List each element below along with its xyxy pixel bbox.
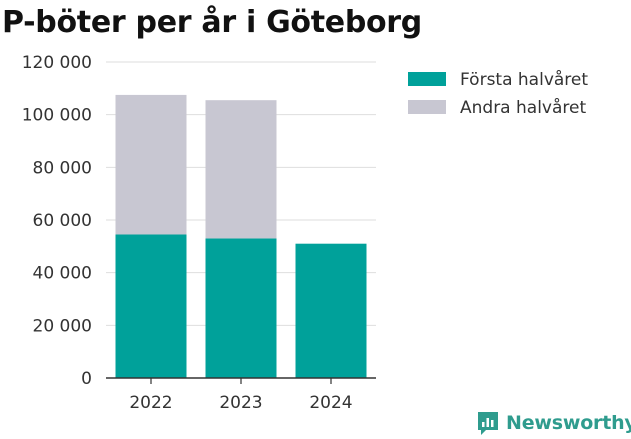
x-axis-ticks: 2022 2023 2024 xyxy=(129,378,353,413)
x-tick-label: 2023 xyxy=(219,393,262,413)
y-tick-label: 20 000 xyxy=(33,316,92,336)
x-tick-label: 2022 xyxy=(129,393,172,413)
legend-label: Första halvåret xyxy=(460,69,588,90)
bar-2022-series-1 xyxy=(115,94,187,235)
brand-logo: Newsworthy xyxy=(476,408,631,438)
bar-2023-series-0 xyxy=(205,238,277,378)
y-tick-label: 80 000 xyxy=(33,158,92,178)
bar-2024-series-0 xyxy=(295,243,367,378)
bar-2023-series-1 xyxy=(205,100,277,239)
bar-2022-series-0 xyxy=(115,234,187,378)
brand-name: Newsworthy xyxy=(506,412,631,434)
newsworthy-logo-icon xyxy=(478,412,498,435)
y-tick-label: 40 000 xyxy=(33,264,92,284)
y-tick-label: 60 000 xyxy=(33,211,92,231)
chart-title: P-böter per år i Göteborg xyxy=(2,5,422,40)
x-tick-label: 2024 xyxy=(309,393,352,413)
y-tick-label: 120 000 xyxy=(22,53,92,73)
bars xyxy=(115,94,367,378)
legend-swatch xyxy=(408,72,446,86)
legend: Första halvåret Andra halvåret xyxy=(408,69,588,118)
y-axis-ticks: 0 20 000 40 000 60 000 80 000 100 000 120 000 xyxy=(22,53,92,389)
legend-swatch xyxy=(408,100,446,114)
y-tick-label: 0 xyxy=(81,369,92,389)
legend-label: Andra halvåret xyxy=(460,97,586,118)
y-tick-label: 100 000 xyxy=(22,106,92,126)
